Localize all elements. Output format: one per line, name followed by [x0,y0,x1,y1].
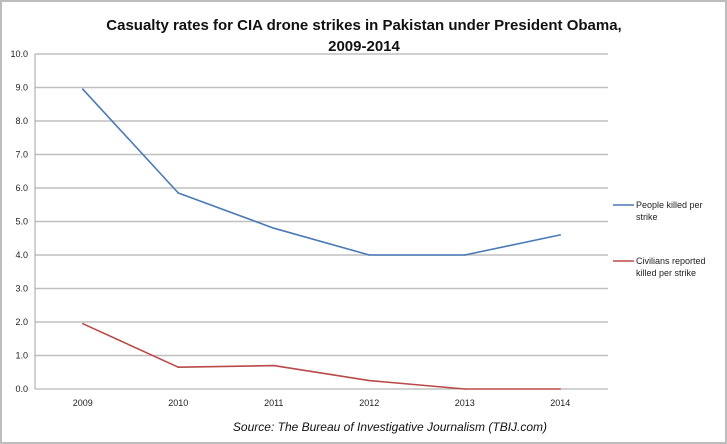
series-line-2 [82,322,561,390]
legend-label: killed per strike [636,268,696,278]
chart-title-line2: 2009-2014 [328,38,400,55]
chart-title: Casualty rates for CIA drone strikes in … [106,17,621,34]
y-tick-label: 3.0 [15,284,28,294]
y-tick-label: 1.0 [15,351,28,361]
y-tick-label: 9.0 [15,83,28,93]
data-point [559,388,562,390]
y-tick-label: 10.0 [10,49,28,59]
data-point [368,254,371,256]
y-tick-label: 4.0 [15,250,28,260]
x-tick-label: 2012 [359,398,379,408]
data-point [81,322,84,325]
y-tick-label: 5.0 [15,217,28,227]
x-tick-label: 2011 [264,398,283,408]
data-point [463,254,466,256]
y-tick-label: 8.0 [15,116,28,126]
data-point [368,379,371,382]
data-point [463,388,466,390]
legend-label: strike [636,212,658,222]
y-tick-label: 6.0 [15,183,28,193]
y-tick-label: 2.0 [15,317,28,327]
legend-label: Civilians reported [636,256,706,266]
x-tick-label: 2014 [550,398,570,408]
data-point [559,234,562,236]
legend-label: People killed per [636,200,703,210]
data-point [81,88,84,90]
data-point [272,227,275,229]
y-tick-label: 0.0 [15,384,28,394]
series-line-1 [82,88,561,256]
x-tick-label: 2010 [168,398,188,408]
x-tick-label: 2013 [455,398,475,408]
y-tick-label: 7.0 [15,150,28,160]
x-tick-label: 2009 [73,398,93,408]
data-point [177,192,180,194]
data-point [177,366,180,369]
data-point [272,364,275,367]
source-annotation: Source: The Bureau of Investigative Jour… [233,420,547,434]
